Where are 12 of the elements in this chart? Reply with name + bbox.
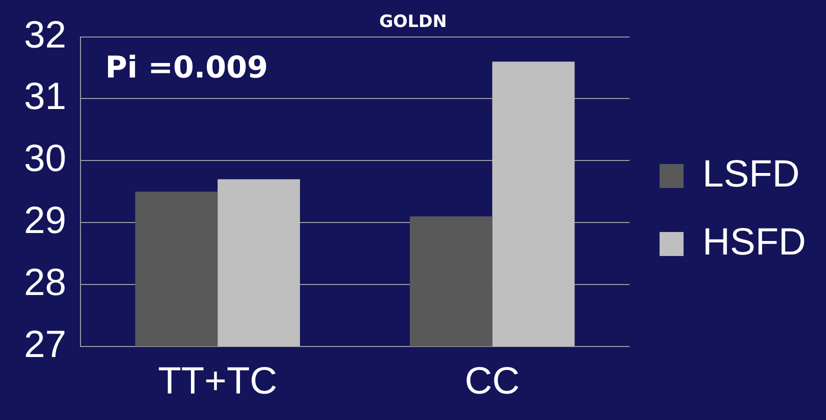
legend-label: LSFD xyxy=(702,153,800,196)
y-tick-label: 32 xyxy=(24,14,66,56)
y-tick-label: 30 xyxy=(24,138,66,180)
y-tick-label: 29 xyxy=(24,200,66,242)
y-tick-label: 28 xyxy=(24,262,66,304)
annotation: Pi =0.009 xyxy=(105,50,268,86)
x-tick-label: CC xyxy=(464,360,520,403)
chart-title: GOLDN xyxy=(379,12,447,32)
legend-label: HSFD xyxy=(702,221,806,264)
y-tick-label: 27 xyxy=(24,324,66,366)
x-tick-label: TT+TC xyxy=(158,360,278,403)
y-tick-label: 31 xyxy=(24,76,66,118)
